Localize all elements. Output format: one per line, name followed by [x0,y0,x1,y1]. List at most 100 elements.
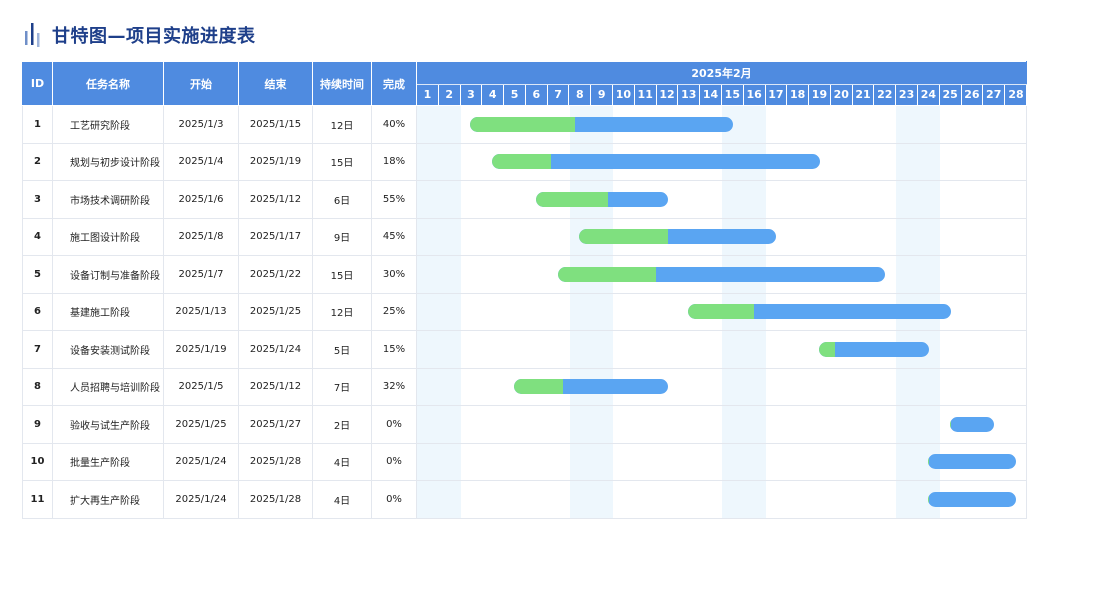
weekend-column [591,293,614,330]
task-timeline [416,255,1027,294]
task-start: 2025/1/4 [163,142,239,181]
weekend-column [591,331,614,368]
task-id: 5 [22,255,53,294]
table-row: 4 施工图设计阶段 2025/1/8 2025/1/17 9日 45% [22,217,1027,256]
weekend-column [438,331,461,368]
weekend-column [569,481,592,518]
task-duration: 15日 [312,255,372,294]
day-header-28: 28 [1008,87,1024,101]
task-id: 6 [22,292,53,331]
task-end: 2025/1/24 [238,330,313,369]
task-start: 2025/1/24 [163,442,239,481]
day-header-25: 25 [940,84,962,105]
weekend-column [438,481,461,518]
task-end: 2025/1/22 [238,255,313,294]
weekend-column [722,443,744,480]
task-progress-fill [513,379,564,395]
day-header-10: 10 [613,84,635,105]
task-id: 11 [22,480,53,519]
task-bar[interactable] [557,266,886,282]
task-name: 扩大再生产阶段 [52,480,164,519]
month-header: 2025年2月 [416,61,1027,85]
task-progress-fill [579,229,669,245]
task-bar[interactable] [949,416,995,432]
weekend-column [438,218,461,255]
weekend-column [417,293,439,330]
weekend-column [438,256,461,293]
task-start: 2025/1/5 [163,367,239,406]
weekend-column [918,143,940,180]
table-row: 7 设备安装测试阶段 2025/1/19 2025/1/24 5日 15% [22,330,1027,369]
day-header-20: 20 [831,84,853,105]
day-header-7: 7 [548,84,570,105]
page-title: 甘特图—项目实施进度表 [52,26,256,47]
task-bar[interactable] [470,116,733,132]
day-header-9: 9 [591,84,614,105]
day-header-22: 22 [874,84,897,105]
task-bar[interactable] [927,454,1017,470]
task-id: 3 [22,180,53,219]
task-id: 10 [22,442,53,481]
weekend-column [743,368,766,405]
col-header-name: 任务名称 [52,61,164,106]
task-start: 2025/1/25 [163,405,239,444]
weekend-column [896,443,919,480]
task-duration: 7日 [312,367,372,406]
weekend-column [417,218,439,255]
table-row: 6 基建施工阶段 2025/1/13 2025/1/25 12日 25% [22,292,1027,331]
weekend-column [896,143,919,180]
task-id: 8 [22,367,53,406]
task-end: 2025/1/19 [238,142,313,181]
day-header-1: 1 [417,84,439,105]
task-complete: 55% [371,180,417,219]
weekend-column [918,218,940,255]
task-bar[interactable] [535,191,668,207]
col-header-start: 开始 [163,61,239,106]
day-header-27: 27 [983,84,1006,105]
task-bar[interactable] [579,229,777,245]
task-end: 2025/1/12 [238,367,313,406]
task-end: 2025/1/28 [238,442,313,481]
task-progress-fill [535,191,609,207]
task-progress-fill [927,491,929,507]
weekend-column [896,181,919,218]
table-row: 3 市场技术调研阶段 2025/1/6 2025/1/12 6日 55% [22,180,1027,219]
task-id: 2 [22,142,53,181]
weekend-column [743,481,766,518]
weekend-column [918,256,940,293]
day-header-13: 13 [678,84,701,105]
weekend-column [438,368,461,405]
task-name: 工艺研究阶段 [52,105,164,144]
task-complete: 0% [371,480,417,519]
title-bar: 甘特图—项目实施进度表 [22,20,256,50]
weekend-column [417,256,439,293]
task-complete: 45% [371,217,417,256]
task-end: 2025/1/17 [238,217,313,256]
task-progress-fill [688,304,754,320]
task-progress-fill [818,341,836,357]
task-bar[interactable] [513,379,668,395]
day-header-21: 21 [853,84,875,105]
task-bar[interactable] [688,304,951,320]
task-timeline [416,442,1027,481]
task-timeline [416,180,1027,219]
task-complete: 32% [371,367,417,406]
weekend-column [743,331,766,368]
task-name: 市场技术调研阶段 [52,180,164,219]
task-timeline [416,292,1027,331]
task-bar[interactable] [492,154,821,170]
task-duration: 12日 [312,105,372,144]
task-name: 验收与试生产阶段 [52,405,164,444]
day-header-strip: 1 2 3 4 5 6 7 8 9 10 11 12 13 14 15 16 17 18 19 20 21 22 23 24 2… [416,83,1027,106]
task-duration: 6日 [312,180,372,219]
day-header-16: 16 [744,84,766,105]
task-complete: 30% [371,255,417,294]
task-id: 9 [22,405,53,444]
task-bar[interactable] [927,491,1017,507]
weekend-column [417,143,439,180]
task-bar[interactable] [818,341,929,357]
day-header-4: 4 [482,84,505,105]
task-name: 人员招聘与培训阶段 [52,367,164,406]
weekend-column [743,181,766,218]
